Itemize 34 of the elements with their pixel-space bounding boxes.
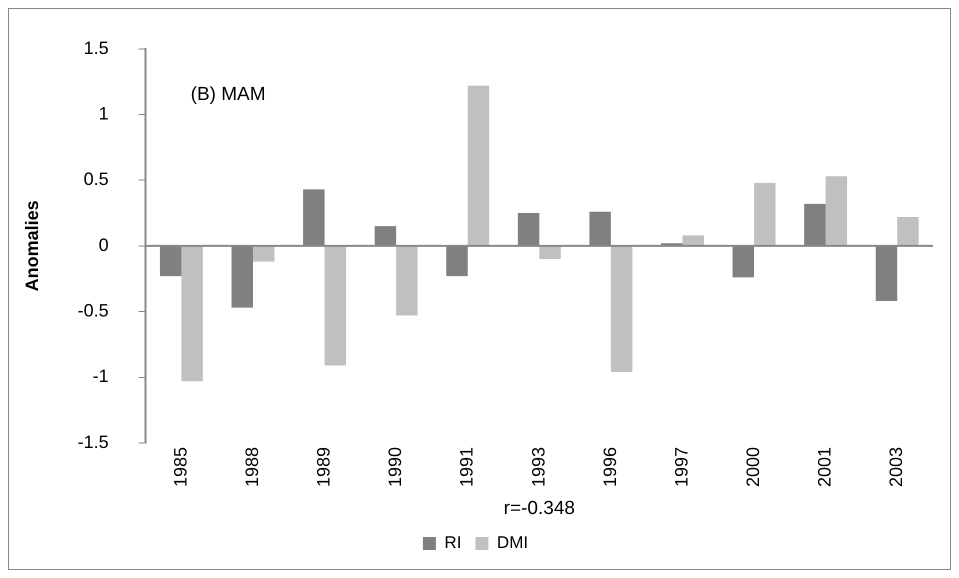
- bar: [539, 246, 561, 260]
- annotation: (B) MAM: [190, 84, 266, 106]
- x-tick-label: 1989: [314, 446, 334, 488]
- bar: [324, 246, 346, 366]
- y-tick-label: -1: [92, 366, 109, 386]
- bar: [252, 246, 274, 262]
- x-tick-label: 2003: [886, 446, 906, 488]
- text: r=-0.348: [504, 498, 575, 520]
- bar: [682, 235, 704, 246]
- y-axis-title: Anomalies: [22, 200, 42, 292]
- x-tick-label: 1993: [528, 446, 548, 488]
- y-tick-label: -0.5: [78, 300, 109, 321]
- x-tick-label: 1990: [385, 446, 406, 488]
- x-tick-label: 2001: [814, 446, 835, 488]
- legend-label: DMI: [496, 533, 528, 552]
- x-tick-label: 1985: [170, 446, 190, 488]
- bar: [468, 86, 490, 246]
- x-tick-label: 1996: [600, 446, 620, 488]
- bar: [897, 216, 919, 246]
- x-tick-label: 1997: [671, 446, 692, 488]
- bar: [610, 246, 632, 372]
- x-tick-label: 1991: [456, 446, 477, 488]
- bar: [181, 246, 203, 382]
- y-tick-label: -1.5: [78, 432, 109, 452]
- bar: [754, 182, 776, 246]
- y-tick-label: 0.5: [84, 169, 109, 190]
- bar: [826, 176, 848, 246]
- y-tick-label: 1: [98, 103, 109, 124]
- y-tick-label: 0: [98, 234, 109, 255]
- x-tick-label: 1988: [242, 446, 262, 488]
- legend-label: RI: [444, 533, 462, 552]
- y-tick-label: 1.5: [84, 38, 109, 58]
- x-tick-label: 2000: [743, 446, 764, 488]
- bar: [396, 246, 418, 316]
